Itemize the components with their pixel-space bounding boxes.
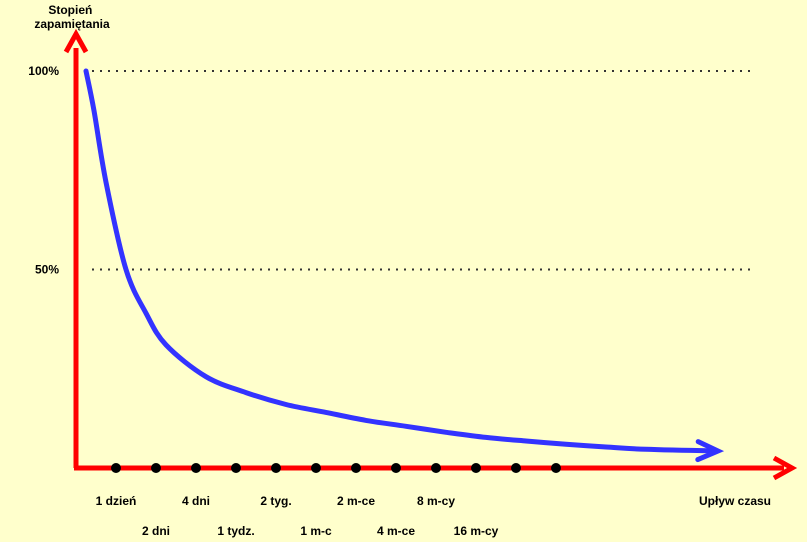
- x-tick-marker: [431, 463, 441, 473]
- y-axis-title: Stopień zapamiętania: [34, 3, 110, 31]
- x-tick-label: 2 tyg.: [260, 494, 291, 508]
- x-tick-label: 8 m-cy: [417, 494, 455, 508]
- x-tick-label: 4 m-ce: [377, 524, 415, 538]
- x-tick-marker: [151, 463, 161, 473]
- x-tick-marker: [471, 463, 481, 473]
- x-tick-marker: [551, 463, 561, 473]
- series-arrow-icon: [695, 439, 725, 463]
- x-tick-marker: [271, 463, 281, 473]
- x-tick-marker: [391, 463, 401, 473]
- x-tick-label: 16 m-cy: [454, 524, 499, 538]
- x-tick-label: 4 dni: [182, 494, 210, 508]
- grid-lines: [92, 70, 752, 271]
- x-tick-labels: 1 dzień 2 dni 4 dni 1 tydz. 2 tyg. 1 m-c 2 m-c…: [96, 494, 499, 538]
- series-line: [83, 68, 717, 454]
- y-axis-title-line-1: Stopień: [48, 3, 92, 17]
- x-tick-label: 2 dni: [142, 524, 170, 538]
- x-tick-marker: [511, 463, 521, 473]
- x-tick-label: 2 m-ce: [337, 494, 375, 508]
- x-axis-arrow-icon: [772, 455, 798, 481]
- x-tick-label: 1 dzień: [96, 494, 137, 508]
- series-group: [83, 68, 725, 463]
- x-tick-marker: [231, 463, 241, 473]
- x-tick-markers: [111, 463, 561, 473]
- y-tick-label: 50%: [35, 263, 59, 277]
- y-axis-title-line-2: zapamiętania: [34, 17, 110, 31]
- x-tick-marker: [311, 463, 321, 473]
- y-tick-label: 100%: [28, 64, 59, 78]
- axes: [63, 28, 798, 481]
- x-axis-title: Upływ czasu: [699, 494, 771, 508]
- y-tick-labels: 100% 50%: [28, 64, 59, 277]
- x-tick-label: 1 tydz.: [217, 524, 254, 538]
- x-tick-marker: [191, 463, 201, 473]
- x-tick-marker: [351, 463, 361, 473]
- x-tick-label: 1 m-c: [300, 524, 332, 538]
- x-tick-marker: [111, 463, 121, 473]
- y-axis-arrow-icon: [63, 28, 89, 54]
